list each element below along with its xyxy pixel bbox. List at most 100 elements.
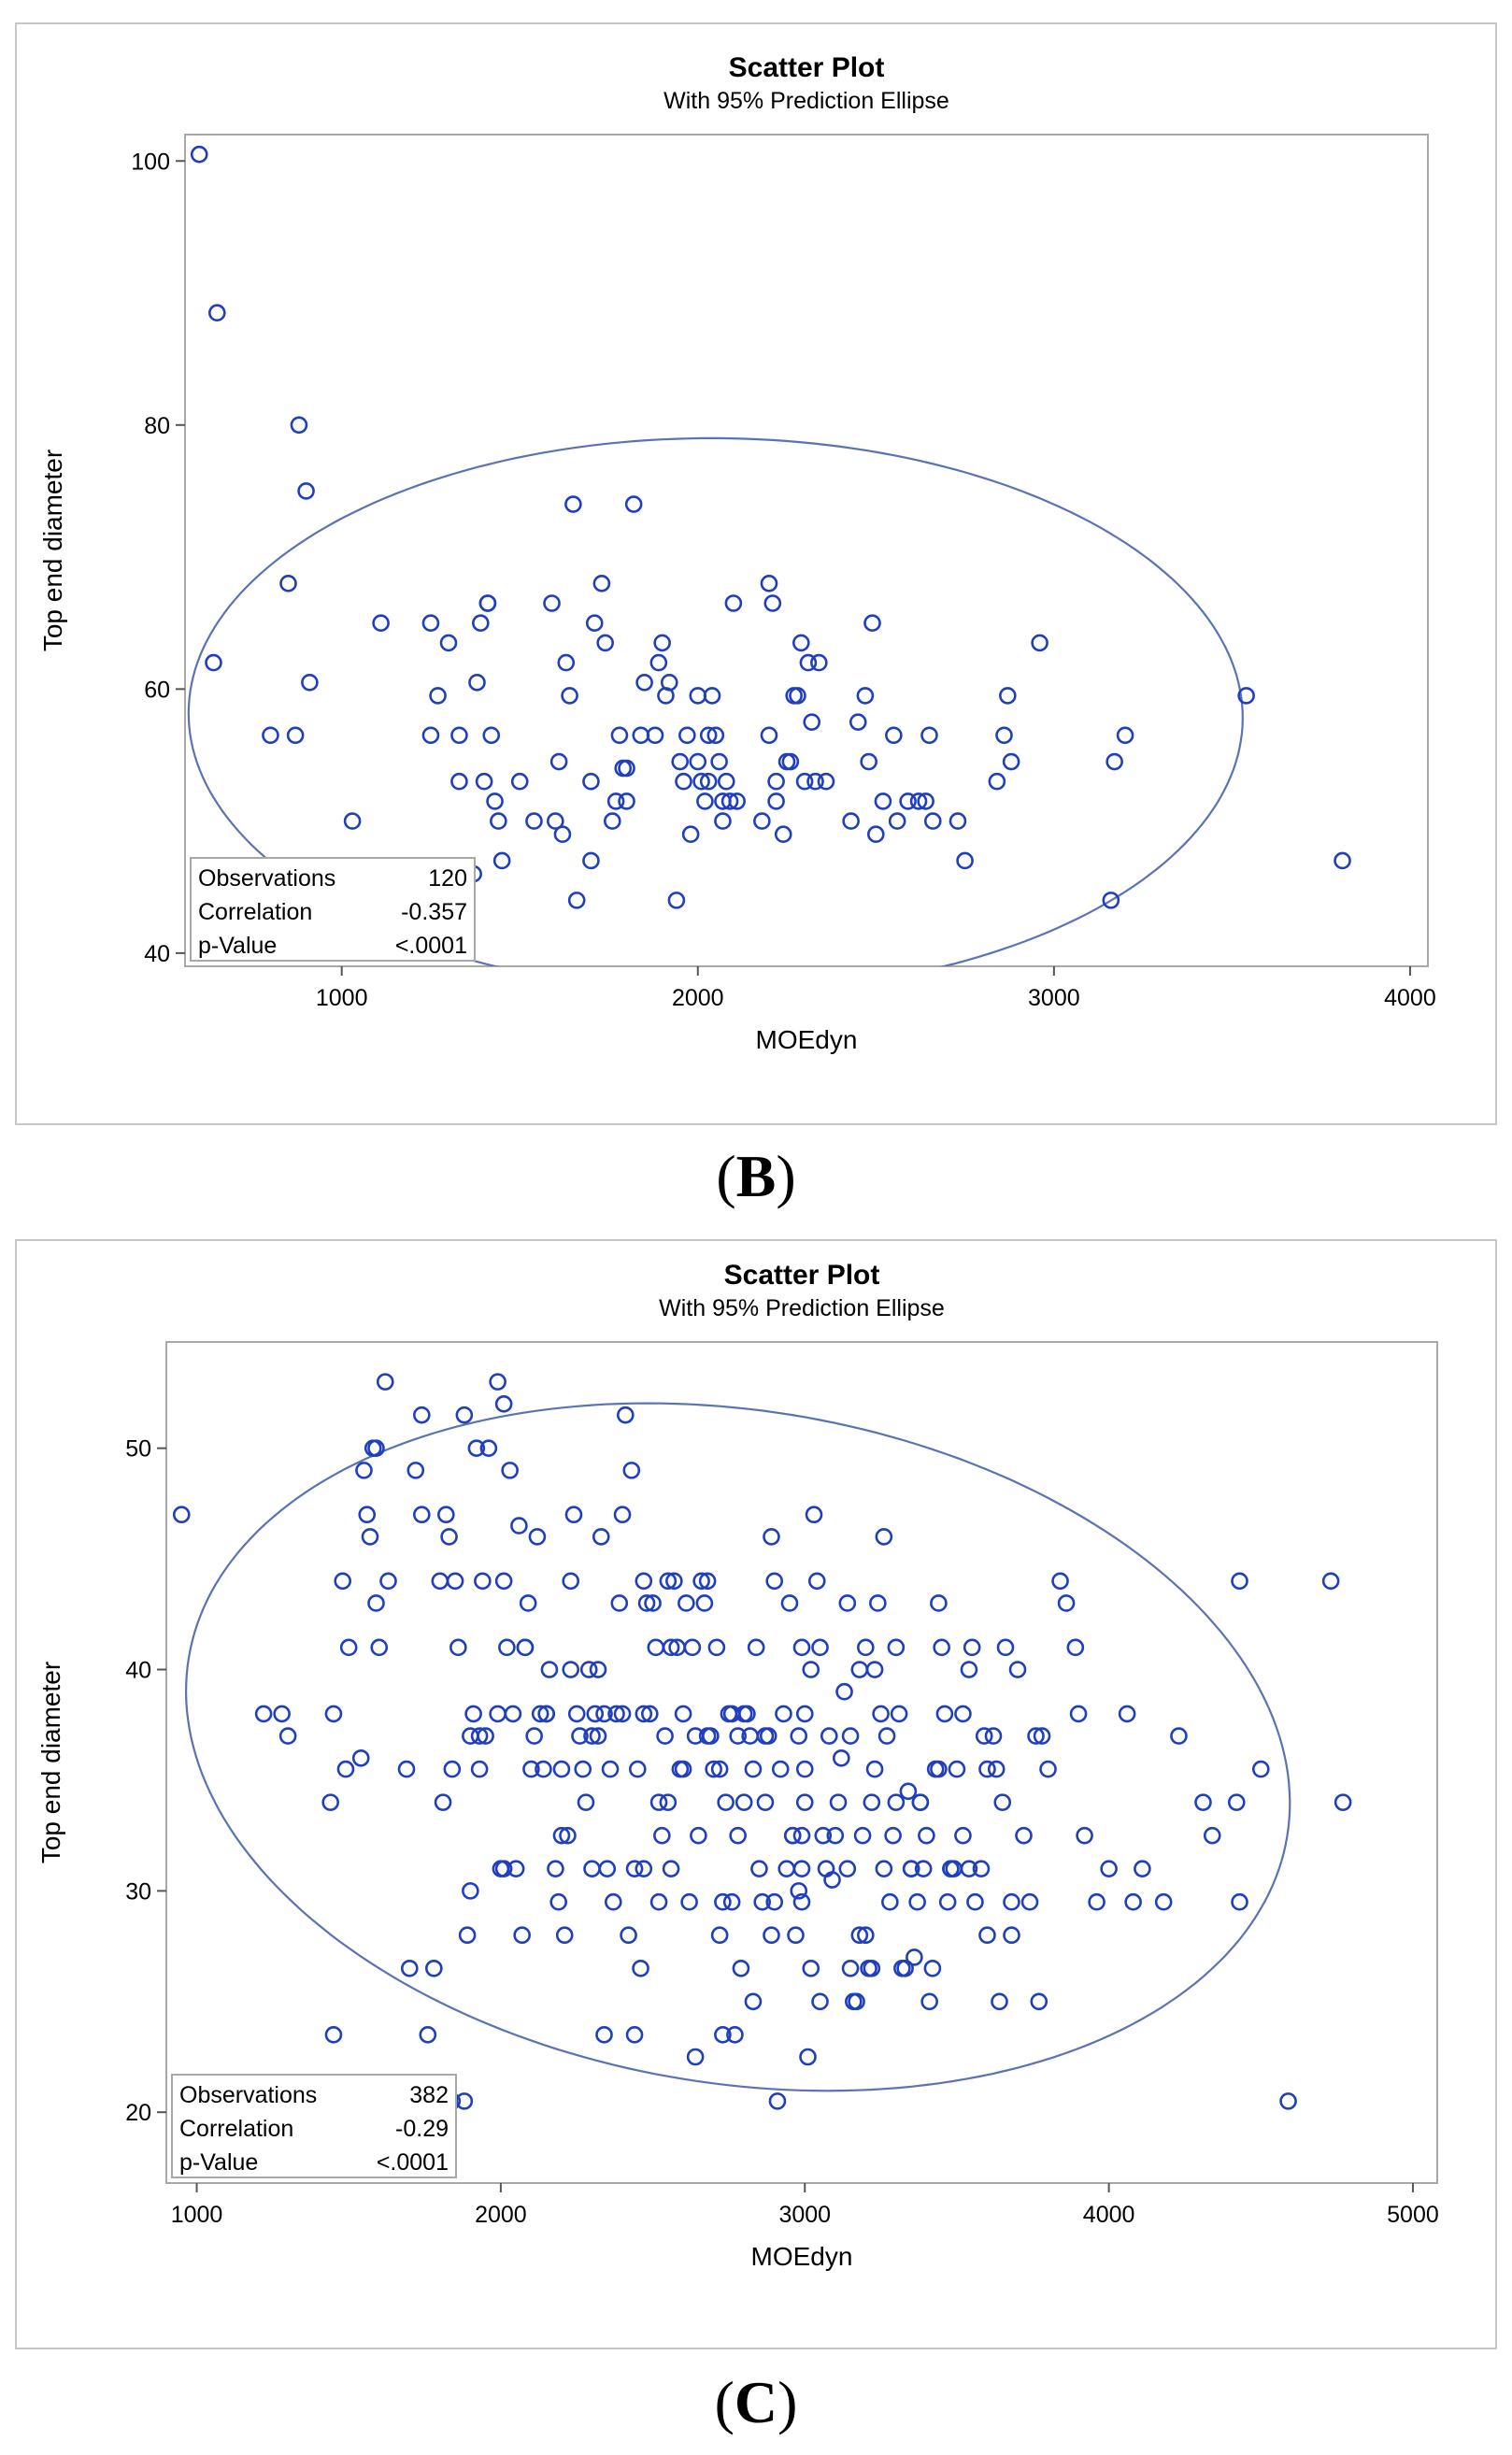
data-point [799, 653, 818, 672]
data-point [455, 1406, 474, 1424]
data-point [531, 1705, 549, 1723]
data-point [489, 1705, 506, 1723]
data-point [781, 752, 800, 771]
data-point [596, 634, 614, 652]
x-tick-label: 3000 [778, 2202, 831, 2228]
data-point [571, 1727, 589, 1745]
chart-title: Scatter Plot [724, 1260, 880, 1291]
x-tick-label: 1000 [316, 985, 368, 1011]
data-point [920, 726, 938, 745]
stat-value: <.0001 [377, 2149, 449, 2176]
data-point [262, 726, 279, 745]
data-point [552, 1826, 571, 1845]
data-point [765, 1572, 784, 1591]
data-point [413, 1406, 431, 1424]
x-axis-label: MOEdyn [751, 2242, 853, 2271]
data-point [799, 2048, 817, 2066]
data-point [479, 1439, 498, 1457]
data-point [1321, 1572, 1340, 1591]
stat-value: -0.29 [395, 2116, 449, 2142]
stat-label: p-Value [198, 933, 277, 959]
data-point [336, 1760, 355, 1778]
data-point [1020, 1892, 1039, 1911]
data-point [525, 1727, 543, 1745]
stats-inset: Observations 382 Correlation -0.29 p-Value <.… [171, 2074, 457, 2178]
data-point [988, 772, 1006, 791]
data-point [774, 825, 792, 844]
data-point [1030, 1992, 1048, 2011]
data-point [355, 1462, 373, 1479]
data-point [823, 1871, 841, 1889]
data-point [367, 1594, 385, 1612]
data-point [421, 726, 440, 745]
data-point [698, 1572, 717, 1591]
points-group [172, 1373, 1352, 2110]
data-point [498, 1638, 516, 1657]
data-point [486, 792, 504, 810]
data-point [1124, 1892, 1142, 1911]
data-point [909, 792, 928, 810]
data-point [610, 1594, 629, 1612]
data-point [795, 772, 814, 791]
data-point [790, 1727, 808, 1745]
data-point [1069, 1705, 1088, 1723]
data-point [492, 851, 511, 870]
data-point [829, 1793, 848, 1811]
data-point [706, 726, 725, 745]
data-point [1066, 1638, 1085, 1657]
data-point [914, 1860, 933, 1877]
data-point [875, 1860, 893, 1877]
data-point [407, 1462, 425, 1479]
data-point [467, 1439, 486, 1457]
data-point [372, 614, 390, 632]
data-point [938, 1892, 957, 1911]
data-point [960, 1860, 978, 1877]
data-point [735, 1793, 753, 1811]
data-point [606, 792, 625, 810]
caption-b: (B) [716, 1143, 796, 1209]
data-point [278, 1727, 297, 1745]
data-point [972, 1860, 991, 1877]
chart-panel-c: Scatter Plot With 95% Prediction Ellipse 1… [15, 1239, 1497, 2349]
data-point [482, 726, 501, 745]
points-group [190, 145, 1351, 909]
data-point [856, 687, 875, 705]
data-point [720, 792, 739, 810]
data-point [528, 1528, 547, 1546]
data-point [803, 713, 821, 731]
data-point [472, 614, 490, 632]
data-point [707, 1638, 726, 1657]
data-point [729, 1727, 747, 1745]
data-point [817, 772, 835, 791]
caption-c: (C) [714, 2369, 798, 2435]
data-point [966, 1892, 984, 1911]
data-point [984, 1727, 1003, 1745]
data-point [1154, 1892, 1173, 1911]
data-point [865, 1760, 884, 1778]
data-point [993, 1793, 1012, 1811]
caption-c-letter: C [734, 2369, 778, 2435]
data-point [877, 1727, 896, 1745]
data-point [814, 1826, 833, 1845]
data-point [820, 1727, 838, 1745]
data-point [888, 812, 906, 830]
data-point [586, 1705, 605, 1723]
data-point [1334, 1793, 1352, 1811]
data-point [674, 1705, 692, 1723]
data-point [678, 1594, 695, 1612]
data-point [604, 1892, 622, 1911]
data-point [792, 634, 810, 652]
data-point [458, 1926, 477, 1945]
x-tick-label: 2000 [672, 985, 724, 1011]
data-point [841, 1959, 860, 1977]
data-point [747, 1638, 765, 1657]
data-point [681, 825, 700, 844]
data-point [842, 812, 860, 830]
data-point [724, 594, 743, 612]
data-point [567, 892, 586, 909]
data-point [1251, 1760, 1270, 1778]
data-point [908, 1892, 926, 1911]
data-point [665, 1572, 683, 1591]
plot-area [165, 1341, 1438, 2184]
stat-value: -0.357 [401, 899, 467, 925]
